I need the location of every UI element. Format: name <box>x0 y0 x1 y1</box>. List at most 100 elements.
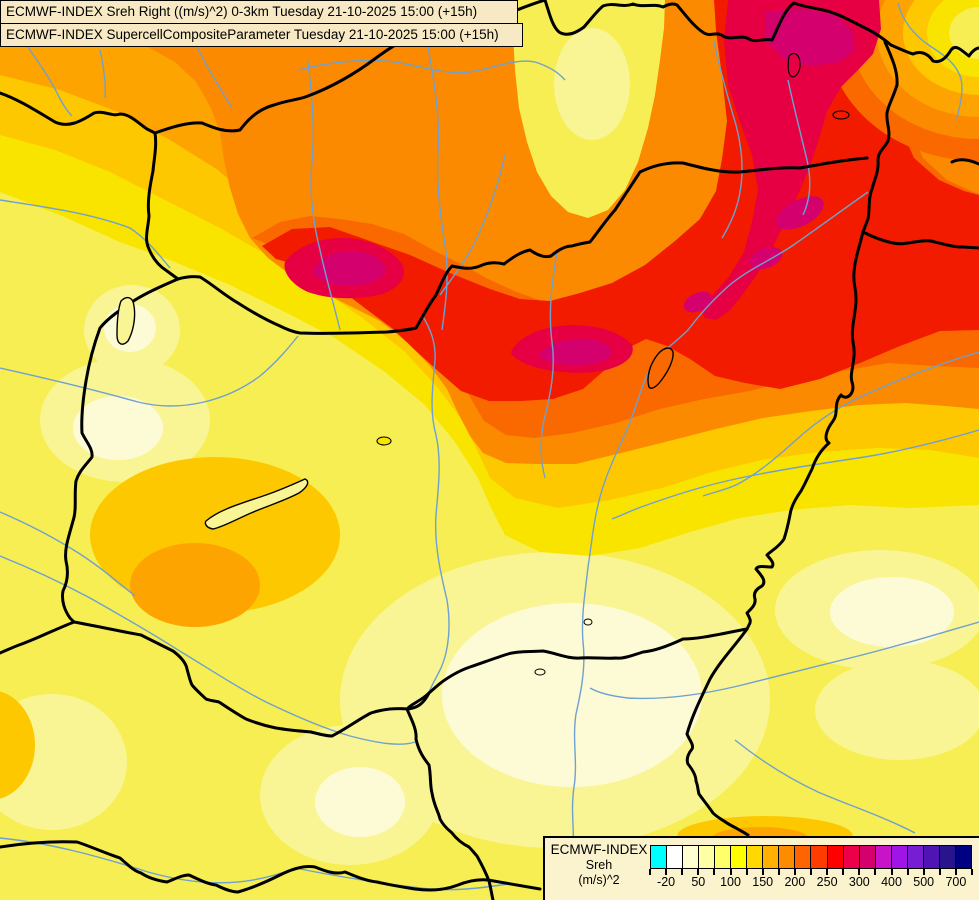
border-ua-ro <box>861 230 979 250</box>
colorbar-tick-label: 700 <box>945 875 967 889</box>
lake-zemplinska <box>787 53 801 78</box>
lake-balaton <box>204 478 309 530</box>
colorbar-tick <box>697 869 700 875</box>
magenta-cores <box>312 8 855 366</box>
colorbar-cell <box>891 846 908 868</box>
border-hu-sk <box>176 156 869 335</box>
colorbar-cell <box>923 846 940 868</box>
colorbar-tick-label: 50 <box>691 875 706 889</box>
border-ro-rs <box>685 627 750 837</box>
colorbar-tick <box>971 869 973 875</box>
colorbar-tick-label: -20 <box>657 875 676 889</box>
legend-text-block: ECMWF-INDEX Sreh (m/s)^2 <box>549 842 649 888</box>
border-hr-rs-danube <box>405 691 495 900</box>
river-drava <box>0 555 416 745</box>
colorbar-cell <box>859 846 876 868</box>
colorbar-cell <box>683 846 700 868</box>
colorbar-tick-label: 500 <box>913 875 935 889</box>
colorbar-tick <box>810 869 812 875</box>
colorbar-tick <box>874 869 877 875</box>
colorbar-tick <box>745 869 748 875</box>
river-koros-2 <box>702 351 979 497</box>
colorbar-tick <box>681 869 684 875</box>
colorbar-cell <box>763 846 780 868</box>
colorbar-wrap: -20 50 100 150 200 250 300 400 500 700 <box>649 845 973 895</box>
colorbar-cell <box>955 846 971 868</box>
colorbar-tick-label: 400 <box>881 875 902 889</box>
colorbar-cell <box>843 846 860 868</box>
border-rs-hu <box>427 627 749 695</box>
map-title-line-1: ECMWF-INDEX Sreh Right ((m/s)^2) 0-3km T… <box>0 0 518 24</box>
river-ipel <box>439 154 506 296</box>
river-maros <box>589 621 979 700</box>
river-morava <box>27 46 73 117</box>
river-danube-upper <box>0 199 171 269</box>
river-raba <box>0 335 299 407</box>
colorbar-cell <box>667 846 684 868</box>
lake-small-s1 <box>534 668 546 676</box>
colorbar-tick <box>777 869 780 875</box>
legend: ECMWF-INDEX Sreh (m/s)^2 -20 50 100 150 200 2… <box>543 836 979 900</box>
colorbar-tick <box>665 869 668 875</box>
lake-tisza <box>647 347 674 389</box>
low-value-patches <box>0 285 979 865</box>
colorbar-cell <box>747 846 764 868</box>
lake-neusiedl <box>116 296 136 345</box>
colorbar-cell <box>731 846 748 868</box>
colorbar-cell <box>699 846 716 868</box>
colorbar-tick <box>922 869 925 875</box>
colorbar-tick <box>649 869 651 875</box>
border-at-sk <box>145 131 180 281</box>
colorbar-tick-label: 100 <box>720 875 741 889</box>
colorbar-tick <box>938 869 941 875</box>
colorbar-cell <box>811 846 828 868</box>
border-pl-sk <box>543 0 979 64</box>
colorbar-cell <box>875 846 892 868</box>
colorbar-tick <box>890 869 893 875</box>
colorbar-tick-label: 300 <box>848 875 870 889</box>
border-si-hr <box>0 620 76 655</box>
lake-small-s2 <box>583 618 593 626</box>
river <box>196 46 233 109</box>
river <box>734 739 916 834</box>
colorbar-tick <box>729 869 732 875</box>
colorbar-tick-label: 200 <box>784 875 806 889</box>
river-hron <box>427 46 448 331</box>
lakes <box>116 53 850 676</box>
border-hr-hu <box>72 620 431 738</box>
colorbar <box>650 845 972 869</box>
colorbar-cell <box>651 846 668 868</box>
colorbar-cell <box>827 846 844 868</box>
border-ro-hu <box>745 230 865 631</box>
map-title-line-2: ECMWF-INDEX SupercellCompositeParameter … <box>0 23 523 47</box>
river-tisza <box>568 191 869 900</box>
border-cz-at <box>0 91 157 135</box>
colorbar-tick <box>906 869 909 875</box>
river-zagyva <box>540 251 558 479</box>
border-ua-west <box>861 40 899 234</box>
legend-units: (m/s)^2 <box>578 873 620 887</box>
border-at-hu <box>61 277 180 624</box>
yellow-corridor <box>513 0 665 218</box>
river <box>297 59 566 81</box>
legend-title: ECMWF-INDEX <box>550 842 648 857</box>
river-danube <box>421 314 450 693</box>
lake-small-ne <box>832 110 850 120</box>
colorbar-tick-label: 150 <box>752 875 774 889</box>
border-fragment <box>950 158 979 166</box>
colorbar-tick-label: 250 <box>816 875 838 889</box>
river <box>99 49 106 99</box>
lake-velence <box>376 436 392 446</box>
border-hr-ba <box>0 840 542 894</box>
colorbar-tick <box>713 869 716 875</box>
river-mura <box>0 511 136 597</box>
colorbar-cell <box>779 846 796 868</box>
river <box>897 2 963 120</box>
colorbar-cell <box>939 846 956 868</box>
colorbar-tick <box>858 869 861 875</box>
legend-parameter: Sreh <box>585 858 613 872</box>
